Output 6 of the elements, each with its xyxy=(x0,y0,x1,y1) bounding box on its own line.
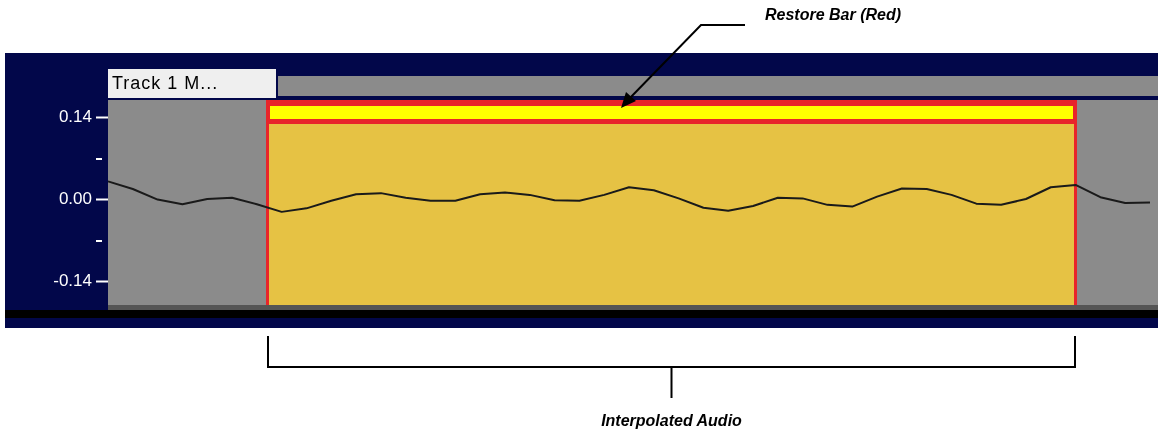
y-tick-label: -0.14 xyxy=(53,271,92,291)
text: Interpolated Audio xyxy=(600,412,743,430)
y-tick-label: 0.00 xyxy=(58,189,92,209)
y-tick-label: 0.14 xyxy=(58,107,92,127)
text: Restore Bar (Red) xyxy=(765,6,902,24)
chart-title: Track 1 M... xyxy=(108,69,276,98)
